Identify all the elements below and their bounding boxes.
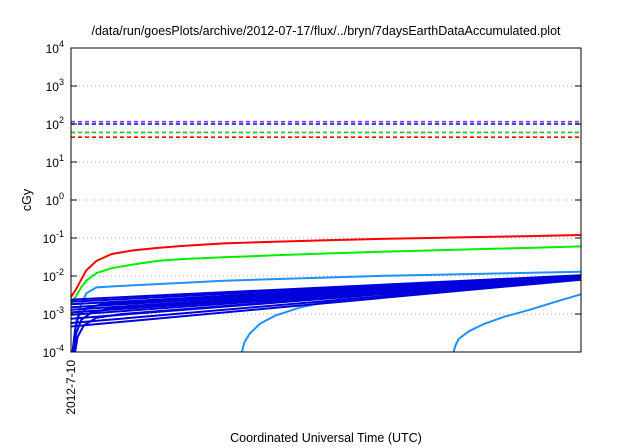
series-line [72,276,582,353]
y-tick-exponent: 0 [59,191,64,201]
y-tick-label: 103 [46,77,64,94]
x-axis-ticks: 2012-7-10 [64,346,78,415]
y-axis-label: cGy [20,188,34,211]
y-tick-label: 10-2 [43,267,64,284]
y-tick-exponent: -4 [56,343,64,353]
series-line [70,245,582,304]
y-tick-base: 10 [46,156,60,170]
y-tick-label: 10-4 [43,343,64,360]
y-tick-exponent: 1 [59,153,64,163]
y-tick-label: 10-1 [43,229,64,246]
y-tick-exponent: -1 [56,229,64,239]
series-line [74,277,582,353]
series-line [70,234,582,298]
y-tick-exponent: 2 [59,115,64,125]
y-tick-base: 10 [43,308,57,322]
y-tick-label: 10-3 [43,305,64,322]
y-tick-label: 101 [46,153,64,170]
series-line [70,278,582,328]
y-tick-label: 100 [46,191,64,208]
series-lines [70,234,582,353]
y-tick-base: 10 [46,42,60,56]
y-tick-label: 102 [46,115,64,132]
series-line [452,293,582,353]
y-tick-base: 10 [43,232,57,246]
y-tick-base: 10 [46,118,60,132]
y-grid [71,85,581,315]
y-tick-base: 10 [46,80,60,94]
y-tick-exponent: -3 [56,305,64,315]
series-line [70,278,582,324]
series-line [71,275,582,353]
y-tick-exponent: 3 [59,77,64,87]
threshold-lines [71,120,581,138]
y-tick-base: 10 [43,270,57,284]
chart-title: /data/run/goesPlots/archive/2012-07-17/f… [91,24,561,38]
x-axis-label: Coordinated Universal Time (UTC) [230,431,422,445]
y-tick-exponent: 4 [59,39,64,49]
y-tick-label: 104 [46,39,64,56]
y-tick-base: 10 [43,346,57,360]
y-tick-base: 10 [46,194,60,208]
x-tick-label: 2012-7-10 [64,360,78,415]
y-tick-exponent: -2 [56,267,64,277]
